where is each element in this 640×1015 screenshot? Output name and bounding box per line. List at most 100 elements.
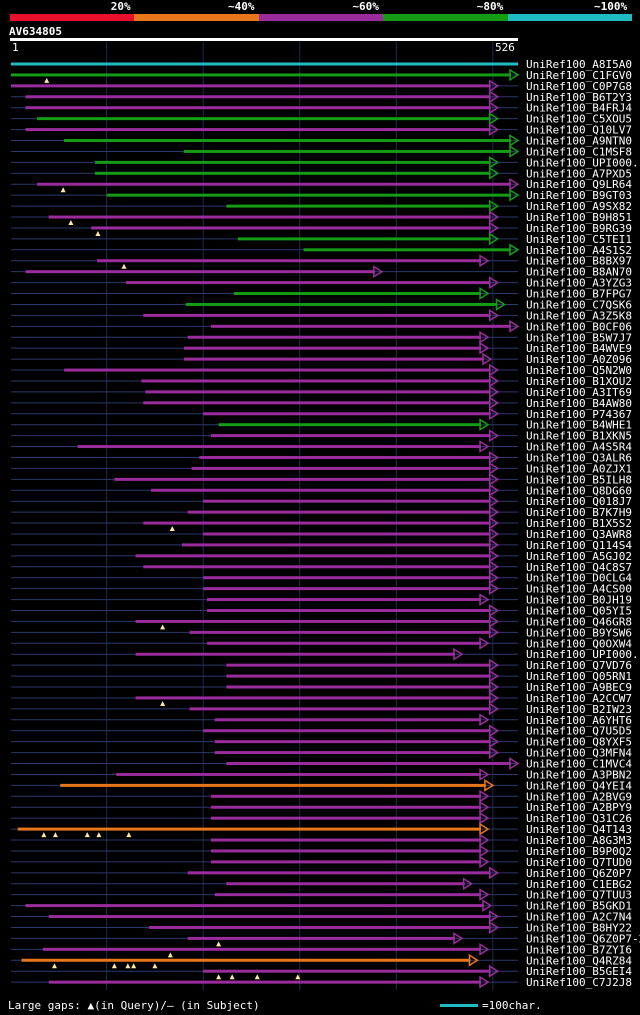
query-gap-marker bbox=[216, 974, 222, 980]
hit-label: UniRef100_A3YZG3 bbox=[526, 277, 632, 290]
query-gap-marker bbox=[216, 941, 222, 947]
hit-bar bbox=[185, 302, 498, 306]
hit-label: UniRef100_C5XOU5 bbox=[526, 113, 632, 126]
hit-arrow bbox=[509, 188, 520, 202]
hit-label: UniRef100_C0P7G8 bbox=[526, 80, 632, 93]
hit-label: UniRef100_B1XOU2 bbox=[526, 375, 632, 388]
hit-label: UniRef100_C1MSF8 bbox=[526, 145, 632, 158]
hit-label: UniRef100_B7K7H9 bbox=[526, 506, 632, 519]
hit-bar bbox=[214, 751, 491, 755]
query-gap-marker bbox=[121, 263, 127, 269]
query-gap-marker bbox=[160, 700, 166, 706]
hit-arrow bbox=[488, 210, 500, 224]
hit-arrow bbox=[479, 888, 490, 902]
hit-bar bbox=[203, 576, 491, 580]
hit-bar bbox=[203, 969, 491, 973]
hit-label: UniRef100_Q018J7 bbox=[526, 495, 632, 508]
hit-arrow bbox=[509, 68, 520, 82]
hit-bar bbox=[203, 729, 491, 733]
hit-label: UniRef100_B9YSW6 bbox=[526, 626, 632, 639]
hit-bar bbox=[226, 663, 491, 667]
hit-label: UniRef100_C7QSK6 bbox=[526, 298, 632, 311]
hit-arrow bbox=[488, 505, 500, 519]
hit-arrow bbox=[509, 757, 520, 770]
hit-label: UniRef100_A3Z5K8 bbox=[526, 309, 632, 322]
hit-arrow bbox=[479, 254, 490, 268]
hit-bar bbox=[203, 412, 491, 416]
hit-label: UniRef100_Q05YI5 bbox=[526, 605, 632, 618]
query-gap-marker bbox=[295, 974, 301, 980]
hit-bar bbox=[11, 73, 511, 77]
hit-bar bbox=[207, 641, 482, 645]
hit-arrow bbox=[479, 844, 490, 858]
gap-legend: Large gaps: ▲(in Query)/– (in Subject) bbox=[8, 999, 260, 1012]
query-gap-marker bbox=[125, 963, 131, 969]
hit-arrow bbox=[488, 560, 500, 574]
hit-arrow bbox=[488, 527, 500, 541]
hit-label: UniRef100_B1XKN5 bbox=[526, 430, 632, 443]
hit-arrow bbox=[479, 636, 490, 650]
hit-label: UniRef100_A2C7N4 bbox=[526, 911, 632, 924]
hit-arrow bbox=[479, 341, 490, 355]
hit-label: UniRef100_Q9LR64 bbox=[526, 178, 632, 191]
query-gap-marker bbox=[96, 832, 102, 838]
hit-bar bbox=[11, 62, 518, 66]
hit-bar bbox=[226, 882, 465, 886]
query-gap-marker bbox=[41, 832, 47, 838]
hit-bar bbox=[203, 499, 491, 503]
hit-arrow bbox=[488, 964, 500, 978]
hit-bar bbox=[187, 510, 491, 514]
hit-label: UniRef100_C5TEI1 bbox=[526, 233, 632, 246]
hit-label: UniRef100_Q6Z0P7 bbox=[526, 867, 632, 880]
hit-label: UniRef100_D0CLG4 bbox=[526, 572, 632, 585]
hit-label: UniRef100_B8BX97 bbox=[526, 255, 632, 268]
hit-arrow bbox=[488, 396, 500, 410]
hit-arrow bbox=[488, 494, 500, 508]
hit-label: UniRef100_A2CCW7 bbox=[526, 692, 632, 705]
hit-arrow bbox=[488, 112, 500, 126]
hit-bar bbox=[189, 707, 491, 711]
hit-bar bbox=[210, 434, 491, 438]
hit-label: UniRef100_Q8DG60 bbox=[526, 484, 632, 497]
hit-label: UniRef100_B7FPG7 bbox=[526, 288, 632, 301]
hit-label: UniRef100_B5GEI4 bbox=[526, 965, 632, 978]
hit-arrow bbox=[509, 145, 520, 158]
hit-label: UniRef100_A3PBN2 bbox=[526, 768, 632, 781]
hit-bar bbox=[210, 860, 482, 864]
hit-label: UniRef100_B2IW23 bbox=[526, 703, 632, 716]
hit-label: UniRef100_B5GKD1 bbox=[526, 900, 632, 913]
hit-arrow bbox=[488, 462, 500, 475]
hit-label: UniRef100_A3IT69 bbox=[526, 386, 632, 399]
legend-segment bbox=[10, 14, 135, 21]
hit-arrow bbox=[488, 658, 500, 672]
hit-label: UniRef100_B5ILH8 bbox=[526, 473, 632, 486]
query-gap-marker bbox=[111, 963, 117, 969]
hit-bar bbox=[234, 292, 482, 296]
hit-bar bbox=[187, 871, 491, 875]
hit-arrow bbox=[488, 746, 500, 759]
hit-label: UniRef100_Q3ALR6 bbox=[526, 451, 632, 464]
hit-label: UniRef100_C1FGV0 bbox=[526, 69, 632, 82]
hit-arrow bbox=[488, 472, 500, 486]
hit-bar bbox=[25, 270, 375, 274]
legend-segment bbox=[134, 14, 259, 21]
hit-arrow bbox=[488, 866, 500, 880]
query-gap-marker bbox=[52, 832, 58, 838]
hit-arrow bbox=[373, 265, 384, 279]
hit-arrow bbox=[488, 156, 500, 169]
hit-label: UniRef100_Q114S4 bbox=[526, 539, 632, 552]
hit-arrow bbox=[484, 779, 495, 792]
hit-label: UniRef100_Q31C26 bbox=[526, 812, 632, 825]
query-end-label: 526 bbox=[495, 41, 515, 54]
hit-arrow bbox=[488, 910, 500, 923]
hit-arrow bbox=[479, 800, 490, 814]
query-gap-marker bbox=[84, 832, 90, 838]
hit-bar bbox=[203, 532, 491, 536]
hit-arrow bbox=[479, 811, 490, 825]
hit-bar bbox=[95, 160, 491, 164]
hit-bar bbox=[183, 346, 482, 350]
query-gap-marker bbox=[95, 230, 101, 236]
hit-label: UniRef100_Q3MFN4 bbox=[526, 747, 632, 760]
hit-label: UniRef100_B9GT03 bbox=[526, 189, 632, 202]
hit-arrow bbox=[488, 691, 500, 705]
